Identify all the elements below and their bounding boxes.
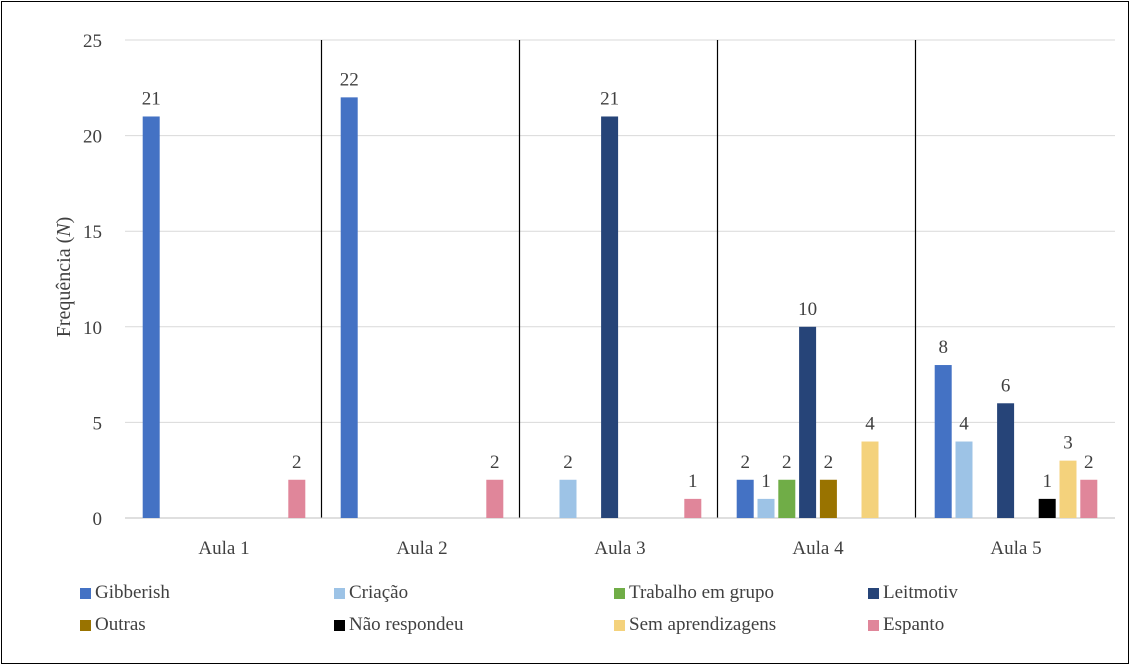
bar: [1059, 460, 1077, 518]
x-tick-label: Aula 4: [792, 538, 844, 559]
data-label: 3: [1063, 433, 1073, 454]
bar: [486, 479, 504, 518]
y-tick-label: 10: [83, 318, 102, 339]
bar: [861, 441, 879, 518]
x-tick-label: Aula 5: [990, 538, 1041, 559]
data-label: 6: [1001, 375, 1011, 396]
x-tick-label: Aula 3: [594, 538, 645, 559]
bar: [934, 365, 952, 518]
data-label: 22: [340, 69, 359, 90]
data-label: 2: [740, 452, 750, 473]
bar: [559, 479, 577, 518]
y-tick-label: 20: [83, 127, 102, 148]
y-tick-label: 15: [83, 222, 102, 243]
data-label: 10: [798, 299, 817, 320]
data-label: 1: [761, 471, 771, 492]
data-label: 2: [1084, 452, 1094, 473]
data-label: 2: [490, 452, 500, 473]
y-axis-label: Frequência (N): [52, 216, 75, 338]
data-label: 2: [782, 452, 792, 473]
data-label: 4: [959, 414, 969, 435]
bar: [799, 326, 817, 518]
bar: [955, 441, 973, 518]
bar: [1038, 498, 1056, 518]
bar: [1080, 479, 1098, 518]
bar: [288, 479, 306, 518]
data-label: 21: [142, 88, 161, 109]
data-label: 2: [292, 452, 302, 473]
data-label: 1: [688, 471, 698, 492]
y-tick-label: 5: [93, 413, 103, 434]
bar: [778, 479, 796, 518]
bar: [340, 97, 358, 519]
data-label: 4: [865, 414, 875, 435]
x-tick-label: Aula 1: [198, 538, 249, 559]
data-label: 2: [563, 452, 573, 473]
bar: [736, 479, 754, 518]
bar: [997, 403, 1015, 518]
y-tick-label: 25: [83, 31, 102, 52]
data-label: 1: [1042, 471, 1052, 492]
x-tick-label: Aula 2: [396, 538, 447, 559]
data-label: 2: [824, 452, 834, 473]
bar: [142, 116, 160, 518]
bar: [684, 498, 702, 518]
data-label: 8: [938, 337, 948, 358]
bar: [819, 479, 837, 518]
bar: [601, 116, 619, 518]
y-tick-label: 0: [93, 509, 103, 530]
bar: [757, 498, 775, 518]
data-label: 21: [600, 88, 619, 109]
